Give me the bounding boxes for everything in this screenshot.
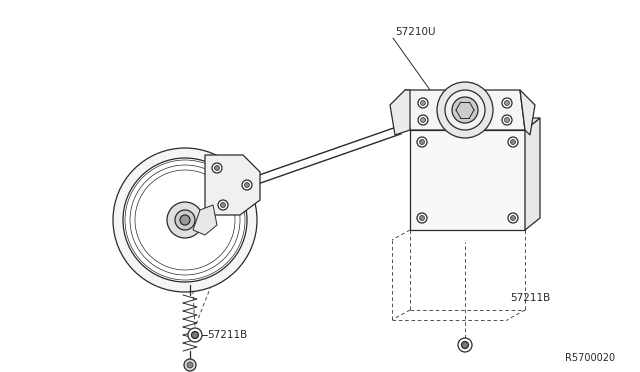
Polygon shape <box>390 90 410 135</box>
Circle shape <box>191 331 198 339</box>
Polygon shape <box>520 90 535 135</box>
Polygon shape <box>205 155 260 215</box>
Circle shape <box>461 341 468 349</box>
Circle shape <box>218 200 228 210</box>
Circle shape <box>187 362 193 368</box>
Circle shape <box>419 215 424 221</box>
Text: R5700020: R5700020 <box>565 353 615 363</box>
Circle shape <box>167 202 203 238</box>
Circle shape <box>437 82 493 138</box>
Circle shape <box>445 90 485 130</box>
Circle shape <box>419 140 424 144</box>
Circle shape <box>502 115 512 125</box>
Circle shape <box>504 118 509 122</box>
Circle shape <box>502 98 512 108</box>
Circle shape <box>418 115 428 125</box>
Circle shape <box>123 158 247 282</box>
Circle shape <box>420 100 426 106</box>
Circle shape <box>420 118 426 122</box>
Circle shape <box>418 98 428 108</box>
Circle shape <box>458 338 472 352</box>
Polygon shape <box>193 205 217 235</box>
Circle shape <box>511 215 515 221</box>
Text: 57211B: 57211B <box>510 293 550 303</box>
Circle shape <box>175 210 195 230</box>
Circle shape <box>242 180 252 190</box>
Circle shape <box>214 166 220 170</box>
Circle shape <box>452 97 478 123</box>
Text: 57211B: 57211B <box>207 330 247 340</box>
Circle shape <box>508 213 518 223</box>
Polygon shape <box>410 130 525 230</box>
Polygon shape <box>410 118 540 130</box>
Polygon shape <box>405 90 525 130</box>
Circle shape <box>113 148 257 292</box>
Circle shape <box>511 140 515 144</box>
Circle shape <box>504 100 509 106</box>
Circle shape <box>180 215 190 225</box>
Circle shape <box>221 202 225 208</box>
Circle shape <box>184 359 196 371</box>
Circle shape <box>244 183 250 187</box>
Text: 57210U: 57210U <box>395 27 435 37</box>
Polygon shape <box>525 118 540 230</box>
Circle shape <box>212 163 222 173</box>
Circle shape <box>508 137 518 147</box>
Circle shape <box>417 213 427 223</box>
Circle shape <box>188 328 202 342</box>
Circle shape <box>417 137 427 147</box>
